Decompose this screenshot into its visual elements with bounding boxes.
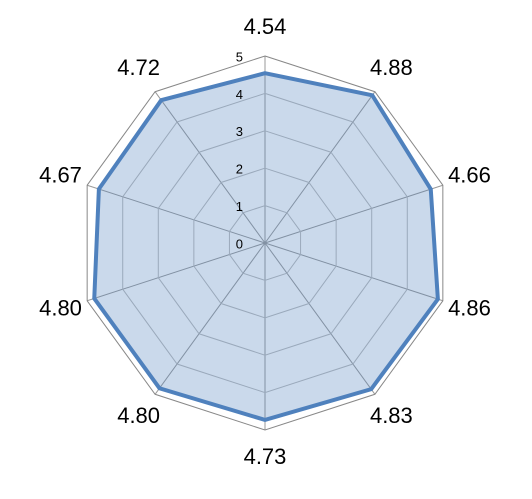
value-label: 4.73: [244, 444, 287, 469]
data-area: [92, 71, 440, 422]
tick-label: 4: [236, 87, 243, 102]
grid-line: [157, 130, 373, 356]
value-label: 4.80: [39, 295, 82, 320]
spoke: [154, 242, 266, 395]
spoke: [154, 91, 266, 244]
tick-label: 2: [236, 162, 243, 177]
tick-label: 3: [236, 124, 243, 139]
spoke: [264, 184, 444, 244]
value-label: 4.88: [370, 55, 413, 80]
value-label: 4.66: [448, 162, 491, 187]
grid-line: [228, 205, 302, 281]
tick-label: 0: [236, 236, 243, 251]
tick-label: 5: [236, 49, 243, 64]
spoke: [86, 184, 266, 244]
spoke: [86, 242, 266, 302]
value-label: 4.83: [370, 403, 413, 428]
grid-line: [193, 167, 337, 319]
grid-line: [86, 55, 444, 431]
value-label: 4.54: [244, 14, 287, 39]
spoke: [264, 242, 376, 395]
tick-label: 1: [236, 199, 243, 214]
value-label: 4.80: [117, 403, 160, 428]
spoke: [264, 242, 444, 302]
value-label: 4.67: [39, 162, 82, 187]
value-label: 4.72: [117, 55, 160, 80]
grid-line: [122, 92, 408, 394]
spoke: [264, 91, 376, 244]
value-label: 4.86: [448, 295, 491, 320]
